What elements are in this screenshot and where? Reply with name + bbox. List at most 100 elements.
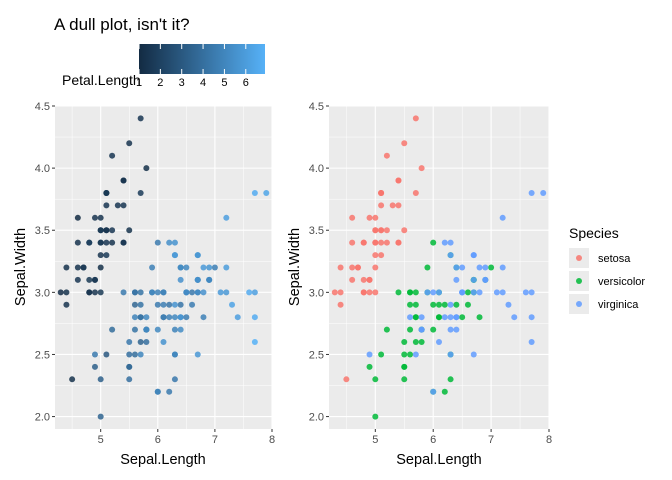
scatter-point	[137, 189, 144, 196]
scatter-point	[459, 289, 466, 296]
scatter-point	[378, 239, 385, 246]
legend-key-point	[576, 255, 582, 261]
scatter-point	[522, 289, 529, 296]
scatter-point	[459, 314, 466, 321]
y-axis-ticks: 2.0 2.5 3.0 3.5 4.0 4.5	[309, 101, 329, 424]
scatter-point	[447, 314, 454, 321]
scatter-point	[407, 326, 414, 333]
scatter-point	[223, 264, 230, 271]
scatter-point	[171, 314, 178, 321]
left-scatter-panel: 5 6 7 8 2.0 2.5 3.0 3.5 4.0 4.5 Sepal.Length Sep…	[13, 101, 275, 468]
scatter-point	[337, 264, 344, 271]
y-tick-label: 4.5	[35, 101, 50, 113]
x-axis-ticks: 5 6 7 8	[98, 429, 275, 446]
colorbar-ticks: 1 2 3 4 5 6	[136, 44, 249, 89]
scatter-point	[436, 339, 442, 346]
scatter-point	[109, 239, 116, 246]
scatter-point	[412, 189, 419, 196]
scatter-point	[453, 314, 460, 321]
scatter-point	[171, 376, 178, 383]
scatter-point	[424, 264, 431, 271]
minor-grid	[55, 106, 272, 429]
scatter-point	[251, 339, 258, 346]
scatter-point	[137, 314, 144, 321]
y-tick-label: 4.0	[35, 163, 50, 175]
point-layer	[57, 115, 270, 420]
scatter-point	[383, 326, 390, 333]
scatter-point	[126, 227, 133, 234]
scatter-point	[86, 276, 93, 283]
scatter-point	[63, 289, 70, 296]
scatter-point	[137, 115, 144, 122]
scatter-point	[349, 214, 356, 221]
scatter-point	[91, 363, 98, 370]
scatter-point	[177, 264, 184, 271]
scatter-point	[540, 189, 547, 196]
scatter-point	[109, 227, 116, 234]
scatter-point	[383, 152, 390, 159]
scatter-point	[217, 289, 224, 296]
scatter-point	[430, 301, 437, 308]
legend-entry-setosa: setosa	[598, 253, 631, 265]
scatter-point	[412, 289, 419, 296]
scatter-point	[372, 214, 379, 221]
scatter-point	[441, 239, 448, 246]
scatter-point	[97, 289, 104, 296]
scatter-point	[441, 314, 448, 321]
scatter-point	[166, 314, 173, 321]
scatter-point	[470, 289, 477, 296]
scatter-point	[499, 289, 506, 296]
scatter-point	[120, 239, 127, 246]
scatter-point	[401, 376, 408, 383]
scatter-point	[103, 227, 110, 234]
scatter-point	[74, 239, 81, 246]
scatter-point	[407, 351, 414, 358]
scatter-point	[229, 301, 236, 308]
scatter-point	[372, 227, 379, 234]
scatter-point	[360, 276, 367, 283]
scatter-point	[401, 227, 408, 234]
scatter-point	[194, 276, 201, 283]
scatter-point	[143, 339, 150, 346]
scatter-point	[160, 314, 167, 321]
scatter-point	[234, 314, 241, 321]
scatter-point	[511, 314, 518, 321]
y-axis-title: Sepal.Width	[287, 228, 303, 306]
scatter-point	[349, 264, 356, 271]
scatter-point	[120, 177, 127, 184]
scatter-point	[372, 413, 379, 420]
scatter-point	[528, 289, 535, 296]
scatter-point	[200, 314, 207, 321]
scatter-point	[436, 301, 442, 308]
scatter-point	[137, 351, 144, 358]
scatter-point	[97, 214, 104, 221]
x-tick-label: 8	[269, 434, 275, 446]
scatter-point	[126, 363, 133, 370]
x-tick-label: 6	[430, 434, 436, 446]
scatter-point	[143, 326, 150, 333]
scatter-point	[251, 289, 258, 296]
scatter-point	[177, 326, 184, 333]
scatter-point	[206, 276, 213, 283]
scatter-point	[103, 252, 110, 259]
scatter-point	[464, 301, 471, 308]
scatter-point	[366, 363, 373, 370]
x-axis-title: Sepal.Length	[396, 452, 481, 468]
x-axis-title: Sepal.Length	[120, 452, 205, 468]
scatter-point	[453, 276, 460, 283]
scatter-point	[488, 264, 495, 271]
scatter-point	[366, 351, 373, 358]
scatter-point	[447, 351, 454, 358]
point-layer	[331, 115, 547, 420]
scatter-point	[97, 376, 104, 383]
scatter-point	[407, 301, 414, 308]
scatter-point	[418, 165, 425, 172]
y-tick-label: 2.0	[309, 412, 324, 424]
scatter-point	[412, 351, 419, 358]
species-legend: Species setosa versicolor virginica	[569, 225, 645, 314]
x-tick-label: 8	[546, 434, 552, 446]
y-tick-label: 2.5	[309, 349, 324, 361]
scatter-point	[482, 264, 489, 271]
scatter-point	[430, 239, 437, 246]
scatter-point	[80, 264, 87, 271]
